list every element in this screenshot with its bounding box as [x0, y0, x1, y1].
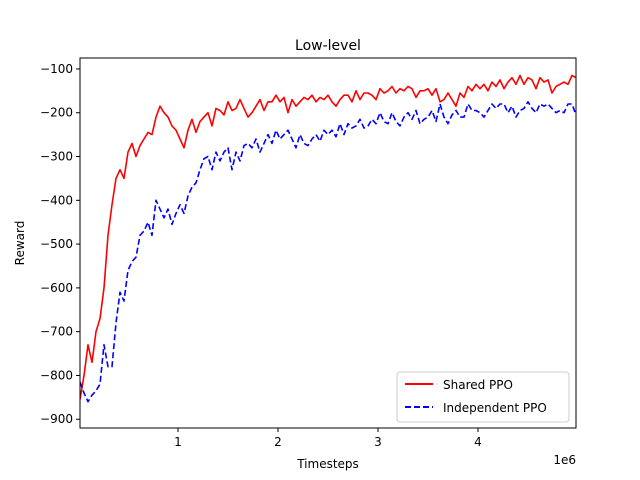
y-axis: −900 −800 −700 −600 −500 −400 −300 −200 −100: [40, 62, 80, 426]
y-tick-label: −400: [40, 193, 73, 207]
x-tick-label: 2: [274, 435, 282, 449]
x-tick-label: 3: [374, 435, 382, 449]
y-tick-label: −900: [40, 412, 73, 426]
series-line-shared-ppo: [80, 74, 576, 400]
y-tick-label: −300: [40, 150, 73, 164]
x-axis-offset-label: 1e6: [553, 453, 576, 467]
y-tick-label: −600: [40, 281, 73, 295]
y-tick-label: −700: [40, 325, 73, 339]
x-axis: 1 2 3 4: [174, 428, 482, 449]
x-axis-label: Timesteps: [296, 457, 359, 471]
chart-title: Low-level: [295, 38, 361, 54]
legend-label-independent-ppo: Independent PPO: [443, 401, 547, 415]
series-line-independent-ppo: [80, 101, 576, 403]
legend-label-shared-ppo: Shared PPO: [443, 378, 513, 392]
y-tick-label: −800: [40, 368, 73, 382]
y-axis-label: Reward: [13, 221, 27, 266]
x-tick-label: 4: [474, 435, 482, 449]
y-tick-label: −200: [40, 106, 73, 120]
x-tick-label: 1: [174, 435, 182, 449]
series-layer: [80, 74, 576, 403]
plot-frame: [79, 57, 577, 429]
y-tick-label: −100: [40, 62, 73, 76]
y-tick-label: −500: [40, 237, 73, 251]
legend-box: [396, 371, 570, 423]
legend: Shared PPO Independent PPO: [396, 371, 570, 423]
